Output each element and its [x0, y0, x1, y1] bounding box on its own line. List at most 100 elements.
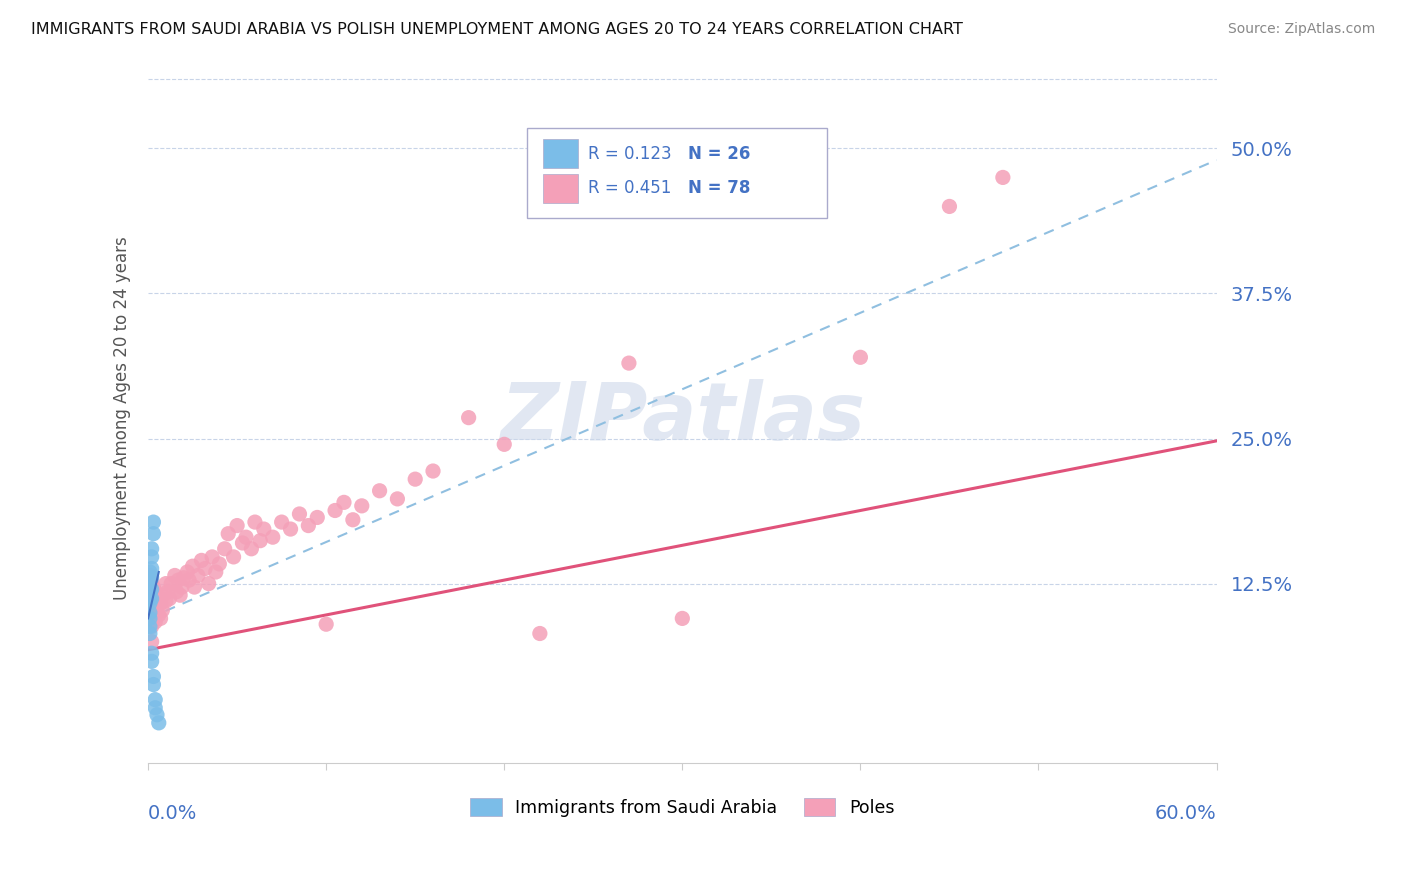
Point	[214, 541, 236, 556]
Point	[529, 626, 551, 640]
Point	[350, 499, 373, 513]
Point	[991, 170, 1014, 185]
Point	[146, 588, 169, 602]
FancyBboxPatch shape	[527, 128, 827, 218]
Point	[142, 515, 165, 529]
Point	[235, 530, 257, 544]
Point	[143, 692, 166, 706]
Point	[141, 646, 163, 660]
Point	[143, 584, 166, 599]
Point	[270, 515, 292, 529]
Point	[150, 588, 173, 602]
Point	[494, 437, 516, 451]
Point	[141, 573, 163, 587]
Point	[139, 573, 162, 587]
Point	[143, 700, 166, 714]
Point	[243, 515, 266, 529]
Point	[160, 576, 183, 591]
Point	[142, 580, 165, 594]
Point	[222, 549, 245, 564]
Point	[139, 619, 162, 633]
Point	[148, 607, 170, 622]
Point	[150, 603, 173, 617]
Point	[177, 573, 200, 587]
Point	[139, 611, 162, 625]
Point	[323, 503, 346, 517]
Point	[226, 518, 249, 533]
Point	[262, 530, 284, 544]
Point	[141, 588, 163, 602]
Text: Source: ZipAtlas.com: Source: ZipAtlas.com	[1227, 22, 1375, 37]
Point	[194, 561, 217, 575]
Point	[163, 568, 186, 582]
Point	[422, 464, 444, 478]
Point	[141, 591, 163, 606]
Point	[139, 591, 162, 606]
Point	[139, 584, 162, 599]
Text: R = 0.123: R = 0.123	[588, 145, 672, 162]
Point	[368, 483, 391, 498]
Point	[139, 606, 162, 620]
Point	[176, 565, 198, 579]
Point	[146, 707, 169, 722]
Point	[142, 526, 165, 541]
Point	[288, 507, 311, 521]
Point	[141, 606, 163, 620]
Point	[204, 565, 226, 579]
Point	[141, 561, 163, 575]
Point	[333, 495, 356, 509]
Point	[387, 491, 409, 506]
Text: ZIPatlas: ZIPatlas	[499, 379, 865, 458]
Point	[142, 596, 165, 610]
Point	[142, 669, 165, 683]
Point	[141, 571, 163, 585]
Point	[201, 549, 224, 564]
Point	[156, 584, 179, 599]
Point	[938, 199, 960, 213]
Point	[280, 522, 302, 536]
Point	[139, 580, 162, 594]
FancyBboxPatch shape	[544, 139, 578, 169]
Point	[142, 677, 165, 691]
Point	[169, 588, 191, 602]
Point	[155, 594, 177, 608]
Point	[404, 472, 426, 486]
Point	[849, 351, 872, 365]
Point	[307, 510, 329, 524]
Point	[187, 568, 209, 582]
Point	[342, 513, 364, 527]
Text: 60.0%: 60.0%	[1154, 804, 1216, 823]
Point	[141, 634, 163, 648]
Text: N = 26: N = 26	[688, 145, 749, 162]
Point	[240, 541, 263, 556]
Point	[139, 584, 162, 599]
Point	[139, 565, 162, 579]
Point	[142, 611, 165, 625]
Point	[183, 580, 205, 594]
Point	[167, 573, 190, 587]
Point	[671, 611, 693, 625]
Point	[173, 571, 195, 585]
Point	[159, 591, 181, 606]
Legend: Immigrants from Saudi Arabia, Poles: Immigrants from Saudi Arabia, Poles	[464, 791, 901, 824]
Point	[315, 617, 337, 632]
Point	[139, 599, 162, 614]
Point	[208, 557, 231, 571]
Text: 0.0%: 0.0%	[148, 804, 197, 823]
Point	[166, 584, 188, 599]
Point	[141, 541, 163, 556]
Text: R = 0.451: R = 0.451	[588, 179, 672, 197]
Point	[217, 526, 239, 541]
Point	[149, 611, 172, 625]
Point	[253, 522, 276, 536]
Point	[139, 611, 162, 625]
Point	[139, 568, 162, 582]
Point	[146, 606, 169, 620]
Point	[148, 715, 170, 730]
Point	[143, 615, 166, 629]
Point	[190, 553, 212, 567]
Point	[141, 549, 163, 564]
Text: N = 78: N = 78	[688, 179, 749, 197]
Point	[617, 356, 640, 370]
Point	[139, 596, 162, 610]
